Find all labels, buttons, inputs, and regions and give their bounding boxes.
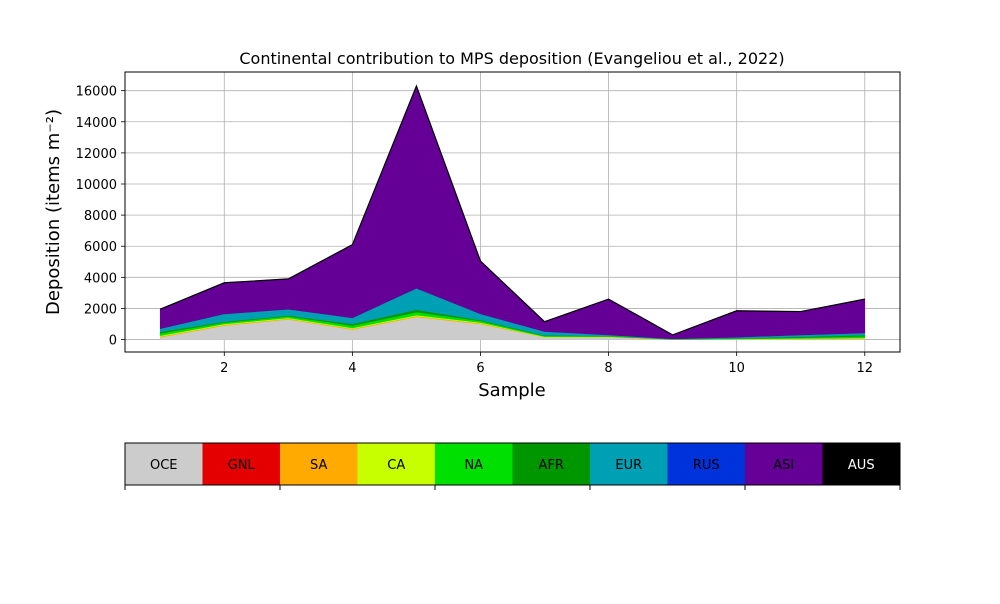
x-tick-label: 4 — [348, 361, 356, 376]
y-axis-label: Deposition (items m⁻²) — [43, 109, 64, 315]
legend-label-aus: AUS — [848, 458, 875, 473]
legend-colorbar: OCE GNL SA CA NA AFR EUR RUS ASI AUS — [124, 442, 901, 490]
x-axis-label: Sample — [478, 380, 546, 401]
legend-swatch-gnl — [202, 443, 280, 485]
legend-swatch-sa — [280, 443, 358, 485]
x-tick-label: 2 — [220, 361, 228, 376]
legend-label-eur: EUR — [615, 458, 642, 473]
legend-label-ca: CA — [387, 458, 405, 473]
legend-swatch-aus — [822, 443, 900, 485]
legend-swatch-ca — [357, 443, 435, 485]
x-tick-label: 10 — [728, 361, 745, 376]
stacked-areas — [159, 84, 866, 340]
y-tick-label: 6000 — [84, 240, 117, 255]
legend-frame — [124, 442, 901, 486]
stack-top-line — [160, 84, 865, 336]
y-tick-label: 10000 — [76, 178, 117, 193]
legend-label-gnl: GNL — [228, 458, 256, 473]
y-tick-label: 4000 — [84, 271, 117, 286]
legend-label-asi: ASI — [773, 458, 794, 473]
area-asi — [159, 85, 866, 340]
chart-title: Continental contribution to MPS depositi… — [239, 49, 784, 68]
x-tick-label: 8 — [604, 361, 612, 376]
legend-label-na: NA — [464, 458, 483, 473]
x-axis-ticks: 2 4 6 8 10 12 — [220, 352, 873, 376]
y-tick-label: 8000 — [84, 209, 117, 224]
plot-frame — [124, 71, 901, 353]
x-tick-label: 6 — [476, 361, 484, 376]
x-tick-label: 12 — [856, 361, 873, 376]
y-tick-label: 12000 — [76, 147, 117, 162]
legend-swatch-afr — [512, 443, 590, 485]
grid-lines — [125, 72, 900, 352]
y-tick-label: 0 — [109, 334, 117, 349]
legend-swatch-rus — [667, 443, 745, 485]
legend-swatch-asi — [745, 443, 823, 485]
legend-swatch-oce — [125, 443, 203, 485]
legend-swatch-eur — [590, 443, 668, 485]
y-tick-label: 16000 — [76, 85, 117, 100]
y-axis-ticks: 0 2000 4000 6000 8000 10000 12000 14000 16000 — [76, 85, 125, 349]
y-tick-label: 2000 — [84, 302, 117, 317]
legend-label-sa: SA — [310, 458, 327, 473]
legend-label-oce: OCE — [150, 458, 178, 473]
legend-label-rus: RUS — [693, 458, 720, 473]
legend-label-afr: AFR — [539, 458, 564, 473]
y-tick-label: 14000 — [76, 116, 117, 131]
legend-swatch-na — [435, 443, 513, 485]
